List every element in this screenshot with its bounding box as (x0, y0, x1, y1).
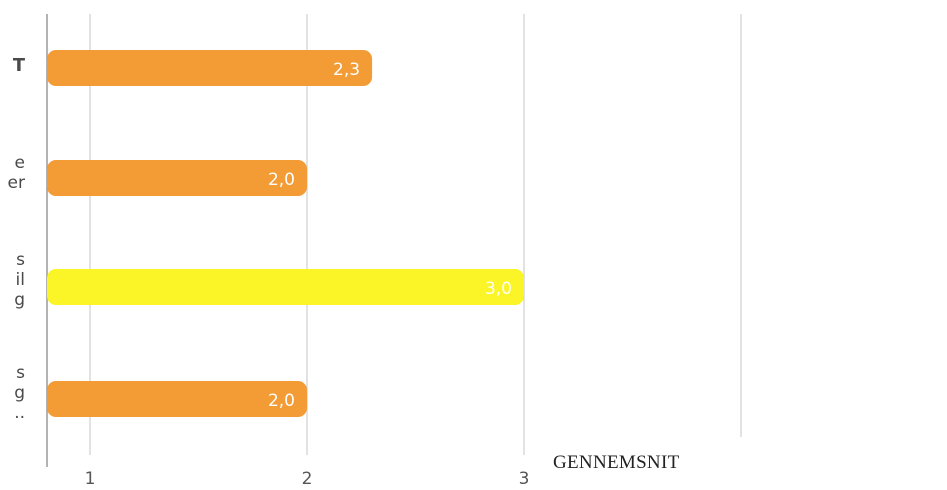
bars: 2,3 2,0 3,0 2,0 (47, 50, 524, 417)
x-tick-label: 2 (302, 469, 313, 489)
category-label: T (12, 56, 25, 76)
category-label: e er (7, 153, 25, 193)
x-tick-label: 3 (519, 469, 530, 489)
x-tick-label: 1 (85, 469, 96, 489)
category-label: s g .. (14, 363, 25, 423)
bar (47, 50, 373, 86)
legend-label: GENNEMSNIT (553, 452, 680, 473)
bar (47, 269, 524, 305)
bar-value-label: 2,3 (333, 60, 360, 80)
bar (47, 381, 307, 417)
x-tick-labels: 1 2 3 (85, 469, 530, 489)
bar (47, 160, 307, 196)
bar-value-label: 3,0 (485, 279, 512, 299)
category-label: s il g (14, 250, 25, 310)
bar-value-label: 2,0 (268, 391, 295, 411)
bar-value-label: 2,0 (268, 170, 295, 190)
